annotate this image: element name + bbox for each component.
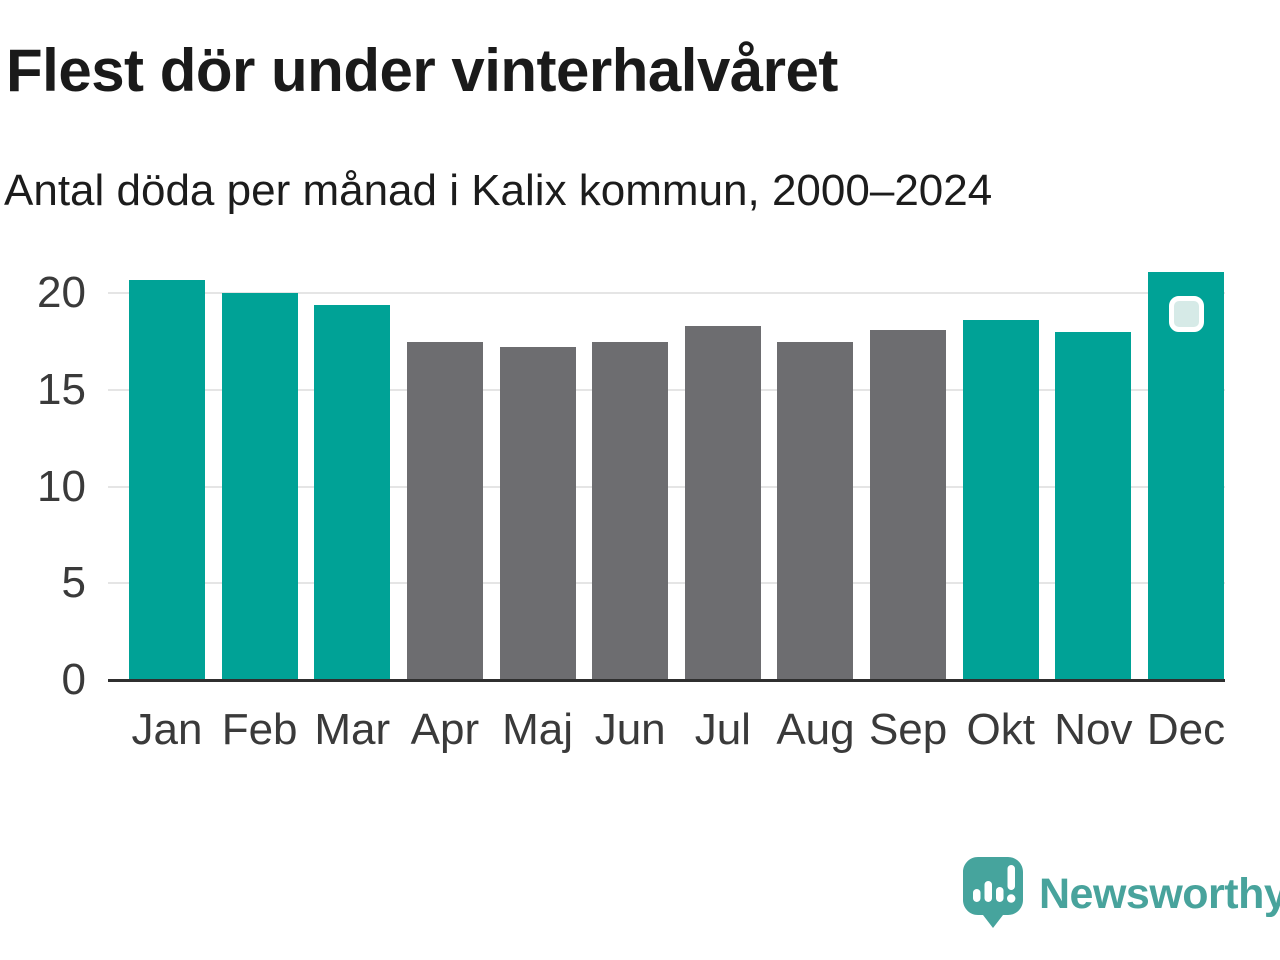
x-axis-label-apr: Apr bbox=[410, 705, 480, 754]
bar-dec bbox=[1148, 272, 1225, 679]
x-axis-label-aug: Aug bbox=[776, 705, 855, 754]
y-axis-tick-0: 0 bbox=[61, 655, 86, 704]
bar-aug bbox=[777, 341, 854, 679]
chart-title: Flest dör under vinterhalvåret bbox=[6, 37, 838, 104]
x-axis-label-maj: Maj bbox=[502, 705, 573, 754]
bar-sep bbox=[870, 330, 947, 679]
x-axis-label-jan: Jan bbox=[131, 705, 203, 754]
x-axis-label-dec: Dec bbox=[1146, 705, 1226, 754]
x-axis-label-sep: Sep bbox=[868, 705, 948, 754]
y-axis-tick-10: 10 bbox=[37, 461, 86, 511]
newsworthy-bubble-icon bbox=[963, 857, 1023, 928]
x-axis-label-nov: Nov bbox=[1054, 705, 1133, 754]
bar-jul bbox=[684, 326, 761, 679]
newsworthy-logo[interactable]: Newsworthy bbox=[962, 856, 1280, 932]
x-axis-label-jul: Jul bbox=[694, 705, 751, 754]
y-axis-tick-15: 15 bbox=[37, 364, 86, 414]
x-axis-label-feb: Feb bbox=[221, 705, 298, 754]
bar-mar bbox=[314, 304, 391, 679]
brand-name: Newsworthy bbox=[1039, 869, 1280, 918]
bar-apr bbox=[406, 341, 483, 679]
bar-jan bbox=[129, 279, 205, 679]
x-axis-label-jun: Jun bbox=[594, 705, 666, 754]
bar-okt bbox=[962, 320, 1039, 679]
bar-feb bbox=[221, 293, 298, 679]
y-axis-tick-5: 5 bbox=[61, 558, 86, 608]
bar-maj bbox=[499, 347, 576, 679]
x-axis-label-okt: Okt bbox=[966, 705, 1035, 754]
highlight-marker-dec bbox=[1168, 296, 1204, 333]
gridline-20 bbox=[108, 292, 1225, 295]
y-axis-tick-20: 20 bbox=[37, 268, 86, 318]
bar-jun bbox=[592, 341, 669, 679]
x-axis-label-mar: Mar bbox=[314, 705, 391, 754]
chart-subtitle: Antal döda per månad i Kalix kommun, 200… bbox=[4, 166, 993, 215]
bar-nov bbox=[1055, 331, 1132, 679]
x-axis-line bbox=[108, 679, 1225, 682]
